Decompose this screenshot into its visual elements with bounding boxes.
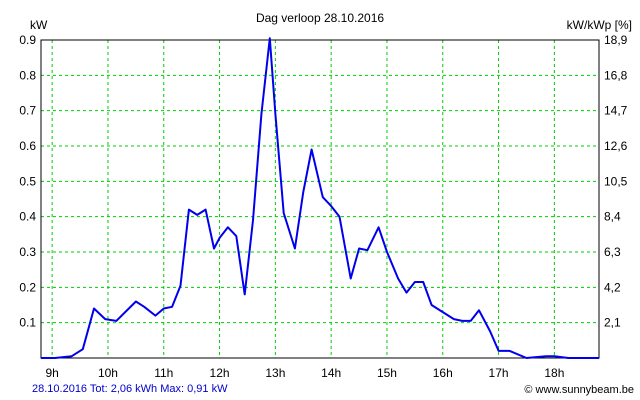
- y-tick-label-left: 0.3: [19, 245, 36, 259]
- x-tick-label: 13h: [265, 366, 285, 380]
- footer-summary: 28.10.2016 Tot: 2,06 kWh Max: 0,91 kW: [32, 383, 228, 395]
- y-tick-label-left: 0.1: [19, 316, 36, 330]
- y-tick-label-right: 6,3: [604, 245, 621, 259]
- y-tick-label-right: 14,7: [604, 104, 628, 118]
- x-tick-label: 12h: [210, 366, 230, 380]
- y-tick-label-left: 0.2: [19, 280, 36, 294]
- x-tick-label: 15h: [377, 366, 397, 380]
- y-axis-left-label: kW: [30, 18, 48, 32]
- y-tick-label-left: 0.6: [19, 139, 36, 153]
- y-tick-label-right: 8,4: [604, 210, 621, 224]
- y-tick-label-right: 18,9: [604, 33, 628, 47]
- y-tick-label-right: 16,8: [604, 68, 628, 82]
- chart-title: Dag verloop 28.10.2016: [255, 11, 385, 25]
- x-tick-label: 9h: [45, 366, 58, 380]
- series-line: [41, 37, 599, 359]
- y-tick-label-left: 0.9: [19, 33, 36, 47]
- y-tick-label-right: 12,6: [604, 139, 628, 153]
- y-axis-right-label: kW/kWp [%]: [566, 18, 632, 32]
- y-tick-label-left: 0.7: [19, 104, 36, 118]
- y-tick-label-left: 0.4: [19, 210, 36, 224]
- y-tick-label-right: 10,5: [604, 174, 628, 188]
- x-tick-label: 18h: [544, 366, 564, 380]
- plot-frame: [40, 39, 600, 359]
- y-axis-right-ticks: 2,1 4,2 6,3 8,4 10,5 12,6 14,7 16,8 18,9: [604, 33, 628, 330]
- y-axis-left-ticks: 0.1 0.2 0.3 0.4 0.5 0.6 0.7 0.8 0.9: [19, 33, 36, 330]
- x-tick-label: 10h: [98, 366, 118, 380]
- footer-source: © www.sunnybeam.be: [524, 384, 634, 396]
- y-tick-label-right: 2,1: [604, 316, 621, 330]
- y-tick-label-right: 4,2: [604, 280, 621, 294]
- x-tick-label: 11h: [154, 366, 173, 380]
- x-tick-label: 17h: [489, 366, 509, 380]
- y-tick-label-left: 0.5: [19, 174, 36, 188]
- grid-lines: [41, 39, 599, 358]
- x-axis-ticks: 9h 10h 11h 12h 13h 14h 15h 16h 17h 18h: [45, 366, 564, 380]
- y-tick-label-left: 0.8: [19, 68, 36, 82]
- x-tick-label: 16h: [433, 366, 453, 380]
- x-tick-label: 14h: [321, 366, 341, 380]
